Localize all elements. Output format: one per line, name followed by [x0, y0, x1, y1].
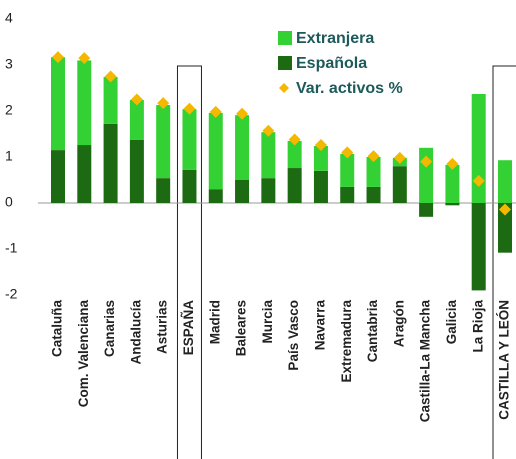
- x-tick-label: Aragón: [391, 300, 406, 347]
- bar: [129, 139, 144, 203]
- bar: [340, 186, 355, 203]
- y-tick-label: -2: [5, 286, 18, 302]
- bar: [419, 203, 434, 217]
- bar: [182, 109, 197, 170]
- bar: [287, 140, 302, 169]
- bar: [287, 168, 302, 203]
- bar: [235, 180, 250, 203]
- bar: [498, 203, 512, 253]
- x-tick-label: CASTILLA Y LEÓN: [497, 300, 512, 420]
- y-tick-label: 4: [5, 10, 13, 26]
- marker: [393, 151, 406, 164]
- bar: [156, 178, 171, 203]
- bar: [313, 170, 328, 203]
- highlight-box: [176, 65, 202, 459]
- x-tick-label: La Rioja: [470, 300, 485, 353]
- y-tick-label: -1: [5, 240, 18, 256]
- legend-label: Española: [296, 55, 367, 72]
- x-tick-label: Asturias: [155, 300, 170, 354]
- bar: [51, 57, 65, 151]
- bar: [392, 166, 407, 203]
- marker: [472, 174, 485, 187]
- x-tick-label: Navarra: [313, 300, 328, 351]
- legend-swatch: [278, 31, 292, 45]
- marker: [446, 157, 459, 170]
- y-tick-label: 3: [5, 56, 13, 72]
- x-tick-label: Madrid: [207, 300, 222, 344]
- x-tick-label: Baleares: [234, 300, 249, 356]
- bar: [77, 60, 92, 146]
- marker: [420, 155, 433, 168]
- marker: [104, 70, 117, 83]
- x-tick-label: Canarias: [102, 300, 117, 357]
- x-tick-label: Galicia: [444, 300, 459, 345]
- marker: [288, 133, 301, 146]
- bar: [471, 93, 486, 203]
- bar: [235, 115, 250, 180]
- x-tick-label: Castilla-La Mancha: [418, 300, 433, 423]
- y-tick-label: 2: [5, 102, 13, 118]
- bar: [261, 132, 276, 179]
- bar: [313, 145, 328, 171]
- x-tick-label: Andalucía: [128, 300, 143, 365]
- bar: [51, 150, 65, 203]
- bar: [208, 112, 223, 190]
- marker: [52, 51, 64, 64]
- bar: [182, 169, 197, 203]
- x-tick-label: Cataluña: [50, 300, 65, 358]
- bar: [366, 157, 381, 187]
- bar: [261, 178, 276, 203]
- marker: [78, 52, 91, 65]
- legend-marker: [279, 83, 289, 93]
- bar: [208, 189, 223, 203]
- bar: [77, 145, 92, 203]
- x-tick-label: Com. Valenciana: [76, 300, 91, 408]
- bar: [445, 164, 460, 203]
- marker: [236, 107, 249, 120]
- marker: [367, 150, 380, 163]
- bar: [340, 153, 355, 187]
- x-tick-label: Murcia: [260, 300, 275, 344]
- bar: [366, 186, 381, 203]
- bar: [129, 99, 144, 140]
- x-tick-label: Extremadura: [339, 300, 354, 383]
- bar: [156, 105, 171, 179]
- highlight-box: [492, 65, 516, 459]
- marker: [314, 139, 327, 152]
- bar: [445, 203, 460, 206]
- marker: [262, 124, 275, 137]
- legend-label: Extranjera: [296, 30, 374, 47]
- x-tick-label: ESPAÑA: [181, 300, 196, 356]
- legend-swatch: [278, 56, 292, 70]
- marker: [341, 146, 354, 159]
- marker: [183, 102, 196, 115]
- bar: [471, 203, 486, 291]
- y-tick-label: 1: [5, 148, 13, 164]
- marker: [499, 203, 511, 216]
- legend-label: Var. activos %: [296, 80, 403, 97]
- y-tick-label: 0: [5, 194, 13, 210]
- bar: [103, 123, 118, 203]
- marker: [209, 105, 222, 118]
- marker: [130, 93, 143, 106]
- bar: [103, 76, 118, 124]
- x-tick-label: Cantabria: [365, 300, 380, 363]
- bar: [498, 160, 512, 203]
- x-tick-label: País Vasco: [286, 300, 301, 371]
- marker: [157, 97, 170, 110]
